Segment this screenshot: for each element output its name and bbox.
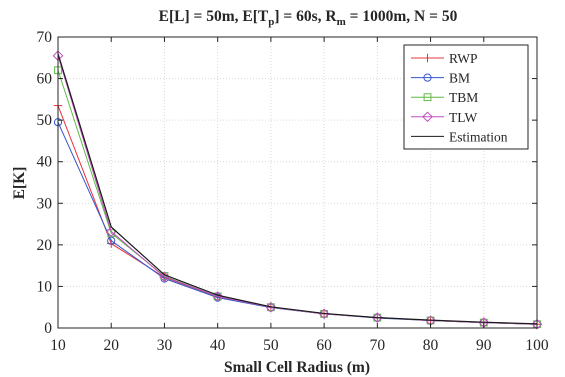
- y-tick-label: 0: [44, 320, 52, 337]
- chart-title: E[L] = 50m, E[Tp] = 60s, Rm = 1000m, N =…: [159, 8, 458, 28]
- data-point-tlw: [212, 291, 223, 302]
- legend-entry-tbm: TBM: [411, 90, 478, 105]
- y-tick-label: 10: [37, 278, 53, 295]
- legend-label: TLW: [449, 110, 477, 125]
- x-tick-label: 50: [263, 337, 279, 354]
- y-axis-ticks: 0 10 20 30 40 50 60 70: [37, 29, 537, 337]
- x-axis-ticks: 10 20 30 40 50 60 70 80 90 100: [50, 37, 549, 354]
- chart-title-part: m: [337, 16, 346, 28]
- series-estimation: [57, 53, 538, 325]
- legend-swatch-marker: [423, 53, 432, 63]
- legend-entry-rwp: RWP: [411, 51, 478, 66]
- y-tick-label: 40: [37, 154, 53, 171]
- legend-swatch-marker: [422, 111, 433, 123]
- series-line-estimation: [57, 53, 538, 325]
- x-tick-label: 90: [476, 337, 492, 354]
- data-point-tlw: [531, 318, 543, 330]
- x-tick-label: 10: [50, 337, 66, 354]
- legend-entry-bm: BM: [411, 71, 470, 86]
- data-point-tlw: [372, 312, 383, 323]
- y-tick-label: 70: [37, 29, 53, 46]
- legend-label: TBM: [449, 90, 478, 105]
- legend: RWP BM TBM TLW Estimation: [403, 44, 529, 150]
- chart-title-part: = 1000m, N = 50: [346, 8, 458, 25]
- legend-swatch-marker: [423, 93, 432, 102]
- x-tick-label: 40: [210, 337, 226, 354]
- x-tick-label: 80: [423, 337, 439, 354]
- x-tick-label: 20: [103, 337, 119, 354]
- chart-title-part: ] = 60s, R: [274, 8, 337, 25]
- y-axis-label: E[K]: [11, 167, 28, 200]
- x-tick-label: 60: [316, 337, 332, 354]
- x-tick-label: 100: [525, 337, 549, 354]
- data-point-tlw: [318, 308, 330, 320]
- legend-label: Estimation: [449, 129, 508, 144]
- legend-entry-tlw: TLW: [411, 110, 477, 125]
- y-tick-label: 60: [37, 71, 53, 88]
- legend-swatch-marker: [423, 73, 432, 82]
- chart-title-part: p: [268, 16, 274, 28]
- legend-label: RWP: [449, 51, 478, 66]
- x-tick-label: 70: [370, 337, 386, 354]
- y-tick-label: 30: [37, 195, 53, 212]
- x-tick-label: 30: [157, 337, 173, 354]
- legend-label: BM: [449, 71, 470, 86]
- legend-entry-estimation: Estimation: [411, 129, 508, 144]
- y-tick-label: 20: [37, 237, 53, 254]
- plot-frame: [57, 36, 538, 329]
- chart-title-part: E[L] = 50m, E[T: [159, 8, 269, 25]
- y-tick-label: 50: [37, 112, 53, 129]
- x-axis-label: Small Cell Radius (m): [224, 359, 370, 376]
